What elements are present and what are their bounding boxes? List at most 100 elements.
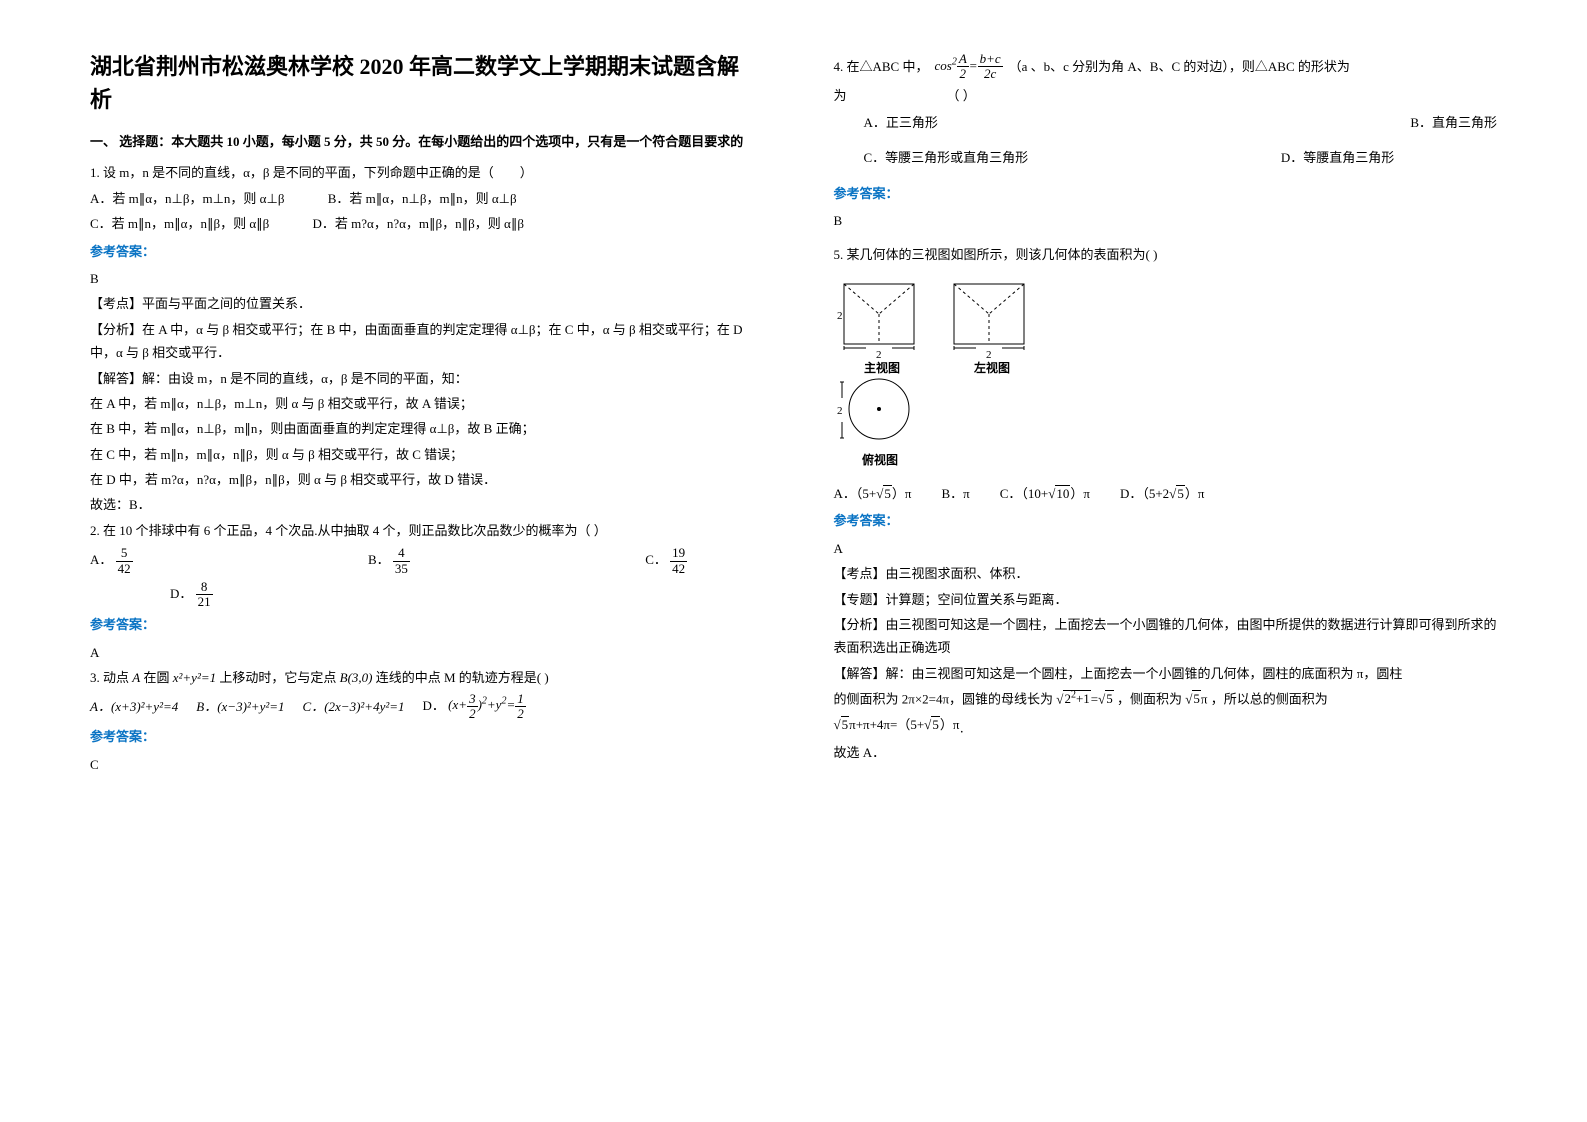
q5-D-in: 5 bbox=[1176, 485, 1185, 501]
q5-D-post: ）π bbox=[1185, 486, 1205, 501]
q2-C-den: 42 bbox=[670, 562, 687, 576]
q5-C-post: ）π bbox=[1070, 486, 1090, 501]
q3-D-pre: D． bbox=[423, 697, 445, 712]
q5-D-pre: D．（5+2 bbox=[1120, 486, 1169, 501]
q3-post: 上移动时，它与定点 bbox=[219, 670, 339, 685]
q2-B-num: 4 bbox=[393, 546, 410, 561]
q4-optA: A．正三角形 bbox=[864, 111, 938, 134]
q1-s5: 故选：B． bbox=[90, 493, 754, 516]
q4-optC: C．等腰三角形或直角三角形 bbox=[864, 146, 1029, 169]
q5-s3-end: ． bbox=[959, 724, 969, 735]
q5-A-pre: A．（5+ bbox=[834, 486, 877, 501]
q2-D-pre: D． bbox=[170, 586, 192, 601]
q2-A-pre: A． bbox=[90, 552, 112, 567]
q5-ans: A bbox=[834, 537, 1498, 560]
q1-s1: 在 A 中，若 m∥α，n⊥β，m⊥n，则 α 与 β 相交或平行，故 A 错误… bbox=[90, 392, 754, 415]
q1-stem: 1. 设 m，n 是不同的直线，α，β 是不同的平面，下列命题中正确的是（ ） bbox=[90, 161, 754, 184]
svg-text:2: 2 bbox=[837, 405, 843, 417]
q1-s2: 在 B 中，若 m∥α，n⊥β，m∥n，则由面面垂直的判定定理得 α⊥β，故 B… bbox=[90, 417, 754, 440]
q5-ans-label: 参考答案： bbox=[834, 509, 1498, 532]
q3-optC: C．(2x−3)²+4y²=1 bbox=[303, 695, 405, 718]
q2-opts-row1: A． 542 B． 435 C． 1942 bbox=[90, 546, 687, 576]
q5-optB: B．π bbox=[941, 482, 969, 505]
section1-head: 一、 选择题：本大题共 10 小题，每小题 5 分，共 50 分。在每小题给出的… bbox=[90, 130, 754, 153]
doc-title: 湖北省荆州市松滋奥林学校 2020 年高二数学文上学期期末试题含解析 bbox=[90, 50, 754, 116]
q2-D-num: 8 bbox=[196, 580, 213, 595]
q4-formula: cos2A2=b+c2c bbox=[934, 52, 1002, 82]
q5-A-in: 5 bbox=[883, 485, 892, 501]
q4-blank-row: 为（ ） bbox=[834, 84, 1498, 107]
q4-row1: A．正三角形 B．直角三角形 bbox=[864, 111, 1498, 134]
top-view-svg: 2 俯视图 bbox=[834, 374, 944, 474]
q5-A-post: ）π bbox=[892, 486, 912, 501]
q5-s4: 故选 A． bbox=[834, 741, 1498, 764]
q3-optD: D． (x+32)2+y2=12 bbox=[423, 692, 526, 722]
left-column: 湖北省荆州市松滋奥林学校 2020 年高二数学文上学期期末试题含解析 一、 选择… bbox=[0, 0, 794, 1122]
svg-text:2: 2 bbox=[837, 310, 843, 322]
q1-ans-label: 参考答案： bbox=[90, 240, 754, 263]
q1-row1: A．若 m∥α，n⊥β，m⊥n，则 α⊥β B．若 m∥α，n⊥β，m∥n，则 … bbox=[90, 187, 754, 210]
q3-optB: B．(x−3)²+y²=1 bbox=[196, 695, 284, 718]
q1-s0: 【解答】解：由设 m，n 是不同的直线，α，β 是不同的平面，知： bbox=[90, 367, 754, 390]
q2-stem: 2. 在 10 个排球中有 6 个正品，4 个次品.从中抽取 4 个，则正品数比… bbox=[90, 519, 754, 542]
q3-mid: 在圆 bbox=[143, 670, 172, 685]
q5-opts: A．（5+√5）π B．π C．（10+√10）π D．（5+2√5）π bbox=[834, 482, 1498, 505]
q2-opts-row2: D． 821 bbox=[170, 580, 754, 610]
q3-optA: A．(x+3)²+y²=4 bbox=[90, 695, 178, 718]
label-top: 俯视图 bbox=[862, 452, 898, 467]
q4-optB: B．直角三角形 bbox=[1410, 111, 1497, 134]
q1-optB: B．若 m∥α，n⊥β，m∥n，则 α⊥β bbox=[328, 191, 517, 206]
q5-s2a: 的侧面积为 2π×2=4π，圆锥的母线长为 bbox=[834, 691, 1054, 706]
q2-B-den: 35 bbox=[393, 562, 410, 576]
q3-end: 连线的中点 M 的轨迹方程是( ) bbox=[376, 670, 549, 685]
three-views: 2 2 2 主视图 左视图 2 俯视图 bbox=[834, 274, 1498, 474]
q5-s3-tail2: ）π bbox=[940, 717, 960, 732]
q3-ans-label: 参考答案： bbox=[90, 725, 754, 748]
q3-opts: A．(x+3)²+y²=4 B．(x−3)²+y²=1 C．(2x−3)²+4y… bbox=[90, 692, 754, 722]
q4-ans: B bbox=[834, 209, 1498, 232]
q4-ans-label: 参考答案： bbox=[834, 182, 1498, 205]
q3-stem: 3. 动点 A 在圆 x²+y²=1 上移动时，它与定点 B(3,0) 连线的中… bbox=[90, 666, 754, 689]
q5-s2c: ，所以总的侧面积为 bbox=[1211, 691, 1328, 706]
q1-optD: D．若 m?α，n?α，m∥β，n∥β，则 α∥β bbox=[313, 216, 524, 231]
q5-zt: 【专题】计算题；空间位置关系与距离． bbox=[834, 588, 1498, 611]
q1-row2: C．若 m∥n，m∥α，n∥β，则 α∥β D．若 m?α，n?α，m∥β，n∥… bbox=[90, 212, 754, 235]
q5-optC: C．（10+√10）π bbox=[1000, 482, 1090, 505]
q1-s4: 在 D 中，若 m?α，n?α，m∥β，n∥β，则 α 与 β 相交或平行，故 … bbox=[90, 468, 754, 491]
svg-text:2: 2 bbox=[876, 349, 882, 361]
q5-kd: 【考点】由三视图求面积、体积． bbox=[834, 562, 1498, 585]
q2-ans-label: 参考答案： bbox=[90, 613, 754, 636]
svg-text:2: 2 bbox=[986, 349, 992, 361]
q2-C-pre: C． bbox=[645, 552, 667, 567]
label-side: 左视图 bbox=[973, 360, 1010, 374]
label-main: 主视图 bbox=[864, 360, 900, 374]
q2-optD: D． 821 bbox=[170, 586, 213, 601]
right-column: 4. 在△ABC 中， cos2A2=b+c2c （a 、b、c 分别为角 A、… bbox=[794, 0, 1587, 1122]
q4-post: （a 、b、c 分别为角 A、B、C 的对边），则△ABC 的形状为 bbox=[1009, 55, 1350, 78]
q4-optD: D．等腰直角三角形 bbox=[1281, 146, 1394, 169]
q5-stem: 5. 某几何体的三视图如图所示，则该几何体的表面积为( ) bbox=[834, 243, 1498, 266]
q4-row2: C．等腰三角形或直角三角形 D．等腰直角三角形 bbox=[864, 146, 1395, 169]
q5-s2b: ，侧面积为 bbox=[1117, 691, 1182, 706]
q5-s3: √5π+π+4π=（5+√5）π． bbox=[834, 713, 1498, 740]
q2-optB: B． 435 bbox=[368, 546, 410, 576]
q3-eq: x²+y²=1 bbox=[173, 670, 216, 685]
q5-C-in: 10 bbox=[1055, 485, 1070, 501]
q4-stem: 4. 在△ABC 中， cos2A2=b+c2c （a 、b、c 分别为角 A、… bbox=[834, 52, 1498, 82]
q4-pre: 4. 在△ABC 中， bbox=[834, 55, 929, 78]
q5-optA: A．（5+√5）π bbox=[834, 482, 912, 505]
q5-s2: 的侧面积为 2π×2=4π，圆锥的母线长为 √22+1=√5 ，侧面积为 √5π… bbox=[834, 687, 1498, 711]
q5-s1: 【解答】解：由三视图可知这是一个圆柱，上面挖去一个小圆锥的几何体，圆柱的底面积为… bbox=[834, 662, 1498, 685]
q2-B-pre: B． bbox=[368, 552, 390, 567]
q2-A-num: 5 bbox=[116, 546, 133, 561]
q2-optC: C． 1942 bbox=[645, 546, 687, 576]
q1-an: 【分析】在 A 中，α 与 β 相交或平行；在 B 中，由面面垂直的判定定理得 … bbox=[90, 318, 754, 365]
q1-optC: C．若 m∥n，m∥α，n∥β，则 α∥β bbox=[90, 216, 269, 231]
q2-A-den: 42 bbox=[116, 562, 133, 576]
q1-kd: 【考点】平面与平面之间的位置关系． bbox=[90, 292, 754, 315]
q2-D-den: 21 bbox=[196, 595, 213, 609]
q5-s3-tail: π+π+4π=（5+ bbox=[849, 717, 924, 732]
q1-optA: A．若 m∥α，n⊥β，m⊥n，则 α⊥β bbox=[90, 191, 284, 206]
q2-optA: A． 542 bbox=[90, 546, 133, 576]
front-side-view-svg: 2 2 2 主视图 左视图 bbox=[834, 274, 1054, 374]
